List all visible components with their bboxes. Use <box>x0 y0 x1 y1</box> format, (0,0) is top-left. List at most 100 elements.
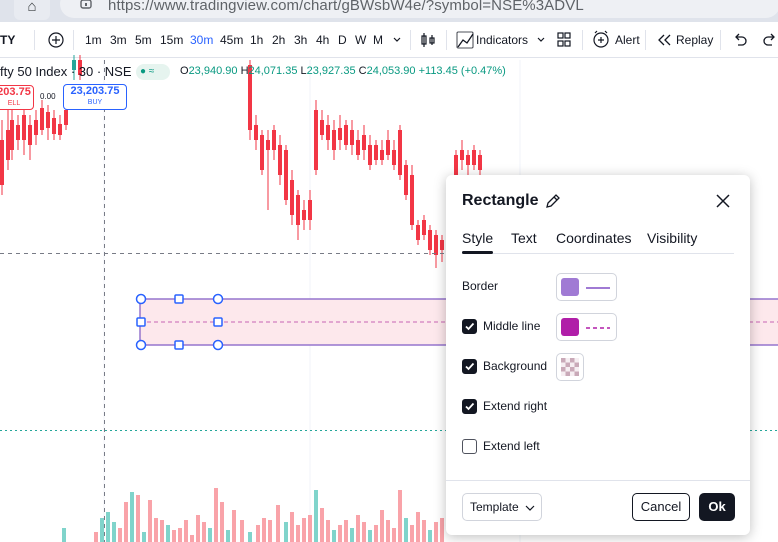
template-dropdown[interactable]: Template <box>462 493 542 521</box>
volume-bar <box>112 522 116 542</box>
undo-icon[interactable] <box>732 22 748 58</box>
cancel-button[interactable]: Cancel <box>632 493 690 521</box>
timeframe-3h[interactable]: 3h <box>294 33 308 47</box>
redo-icon[interactable] <box>762 22 778 58</box>
symbol-search[interactable]: TY <box>0 33 16 47</box>
volume-bar <box>142 532 146 542</box>
ok-button[interactable]: Ok <box>699 493 735 521</box>
candle-body <box>416 225 420 240</box>
volume-bar <box>314 490 318 542</box>
candle-body <box>344 125 348 145</box>
volume-bar <box>136 495 140 542</box>
extend-left-checkbox[interactable] <box>462 439 477 454</box>
volume-bar <box>440 518 444 542</box>
timeframe-1m[interactable]: 1m <box>85 33 102 47</box>
divider <box>582 30 583 50</box>
indicators-icon[interactable] <box>456 22 474 58</box>
border-row: Border <box>462 273 734 301</box>
extend-right-checkbox[interactable] <box>462 399 477 414</box>
divider <box>720 30 721 50</box>
timeframe-4h[interactable]: 4h <box>316 33 330 47</box>
site-info-icon[interactable] <box>80 0 92 12</box>
buy-button[interactable]: 23,203.75 BUY <box>63 84 127 110</box>
timeframe-30m[interactable]: 30m <box>190 33 214 47</box>
replay-button[interactable]: Replay <box>676 33 714 47</box>
home-icon[interactable]: ⌂ <box>14 0 50 20</box>
tab-coordinates[interactable]: Coordinates <box>556 230 632 246</box>
volume-bar <box>160 520 164 542</box>
candle-body <box>254 125 258 140</box>
timeframe-5m[interactable]: 5m <box>135 33 152 47</box>
background-checkbox[interactable] <box>462 359 477 374</box>
volume-bar <box>374 525 378 542</box>
volume-bar <box>178 528 182 542</box>
volume-bar <box>308 515 312 542</box>
candle-body <box>386 140 390 155</box>
candle-body <box>392 150 396 165</box>
url-text[interactable]: https://www.tradingview.com/chart/gBWsbW… <box>108 0 584 14</box>
border-color-picker[interactable] <box>556 273 617 301</box>
volume-bar <box>62 528 66 542</box>
high-label: H <box>240 65 249 77</box>
sell-price: 203.75 <box>0 86 31 98</box>
rect-handle <box>136 317 146 327</box>
sell-button[interactable]: 203.75 ELL <box>0 85 34 110</box>
timeframe-1h[interactable]: 1h <box>250 33 264 47</box>
indicators-button[interactable]: Indicators <box>476 33 529 47</box>
layouts-grid-icon[interactable] <box>556 22 572 58</box>
rect-handle <box>212 339 224 351</box>
candle-body <box>52 118 56 134</box>
candle-body <box>472 150 476 165</box>
replay-icon[interactable] <box>656 22 672 58</box>
volume-bar <box>398 490 402 542</box>
volume-bar <box>380 510 384 542</box>
volume-bar <box>256 525 260 542</box>
candles-icon[interactable] <box>420 22 436 58</box>
candle-body <box>46 112 50 128</box>
background-color-picker[interactable] <box>556 353 584 381</box>
volume-bar <box>240 520 244 542</box>
low-label: L <box>300 65 307 77</box>
alert-clock-icon[interactable] <box>592 22 610 58</box>
buy-label: BUY <box>87 99 103 106</box>
timeframe-3m[interactable]: 3m <box>110 33 127 47</box>
symbol-title[interactable]: fty 50 Index · 30 · NSE <box>0 64 132 79</box>
candle-body <box>350 130 354 145</box>
border-line-style-icon <box>586 287 610 289</box>
rect-handle <box>174 294 184 304</box>
middle-line-color-picker[interactable] <box>556 313 617 341</box>
close-icon[interactable] <box>714 192 732 210</box>
volume-bar <box>276 505 280 542</box>
timeframe-2h[interactable]: 2h <box>272 33 286 47</box>
chevron-down-icon[interactable] <box>536 22 546 58</box>
alert-button[interactable]: Alert <box>615 33 640 47</box>
candle-body <box>266 140 270 150</box>
market-status-badge[interactable]: ● ≈ <box>136 64 170 80</box>
timeframe-d[interactable]: D <box>338 33 347 47</box>
rectangle-settings-dialog: Rectangle Style Text Coordinates Visibil… <box>446 175 750 535</box>
volume-bar <box>422 520 426 542</box>
compare-add-icon[interactable] <box>47 22 65 58</box>
tab-text[interactable]: Text <box>511 230 537 246</box>
chart-toolbar: TY 1m 3m 5m 15m 30m 45m 1h 2h 3h 4h D W … <box>0 22 778 58</box>
candlesticks <box>0 55 482 268</box>
candle-body <box>410 175 414 225</box>
chevron-down-icon[interactable] <box>392 22 402 58</box>
buy-price: 23,203.75 <box>70 85 120 97</box>
close-value: 24,053.90 <box>366 65 416 77</box>
extend-left-row: Extend left <box>462 433 734 461</box>
candle-body <box>404 165 408 195</box>
timeframe-w[interactable]: W <box>355 33 367 47</box>
middle-line-checkbox[interactable] <box>462 319 477 334</box>
candle-body <box>10 120 14 150</box>
tab-style[interactable]: Style <box>462 230 494 246</box>
candle-body <box>374 145 378 160</box>
address-bar[interactable] <box>60 0 778 18</box>
timeframe-45m[interactable]: 45m <box>220 33 244 47</box>
timeframe-15m[interactable]: 15m <box>160 33 184 47</box>
timeframe-m[interactable]: M <box>373 33 383 47</box>
middle-line-color-swatch <box>561 318 579 336</box>
pencil-icon[interactable] <box>544 192 562 210</box>
tab-visibility[interactable]: Visibility <box>647 230 698 246</box>
volume-bar <box>262 518 266 542</box>
